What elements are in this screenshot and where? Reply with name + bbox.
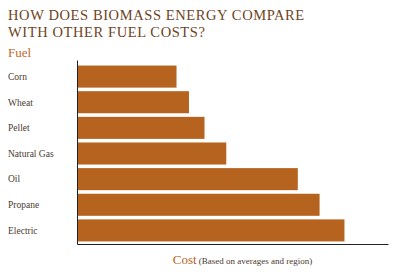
bars: [77, 66, 344, 242]
bar: [77, 194, 320, 216]
category-label: Propane: [8, 200, 39, 210]
bar: [77, 66, 177, 88]
category-label: Oil: [8, 174, 21, 184]
chart: HOW DOES BIOMASS ENERGY COMPAREWITH OTHE…: [0, 0, 400, 273]
x-axis-title: Cost (Based on averages and region): [173, 252, 313, 267]
bar: [77, 142, 226, 164]
category-label: Corn: [8, 72, 27, 82]
bar: [77, 91, 189, 113]
category-label: Natural Gas: [8, 149, 54, 159]
category-label: Pellet: [8, 123, 30, 133]
bar: [77, 117, 205, 139]
category-labels: Corn Wheat Pellet Natural Gas Oil Propane Elec…: [8, 72, 54, 236]
bar: [77, 168, 298, 190]
x-axis-line: [78, 244, 389, 245]
category-label: Wheat: [8, 98, 33, 108]
y-axis-line: [77, 61, 78, 245]
category-label: Electric: [8, 226, 38, 236]
title: HOW DOES BIOMASS ENERGY COMPAREWITH OTHE…: [8, 7, 305, 40]
bar: [77, 219, 344, 241]
y-axis: [77, 61, 78, 245]
y-axis-title: Fuel: [8, 45, 32, 60]
x-axis: [78, 244, 389, 245]
